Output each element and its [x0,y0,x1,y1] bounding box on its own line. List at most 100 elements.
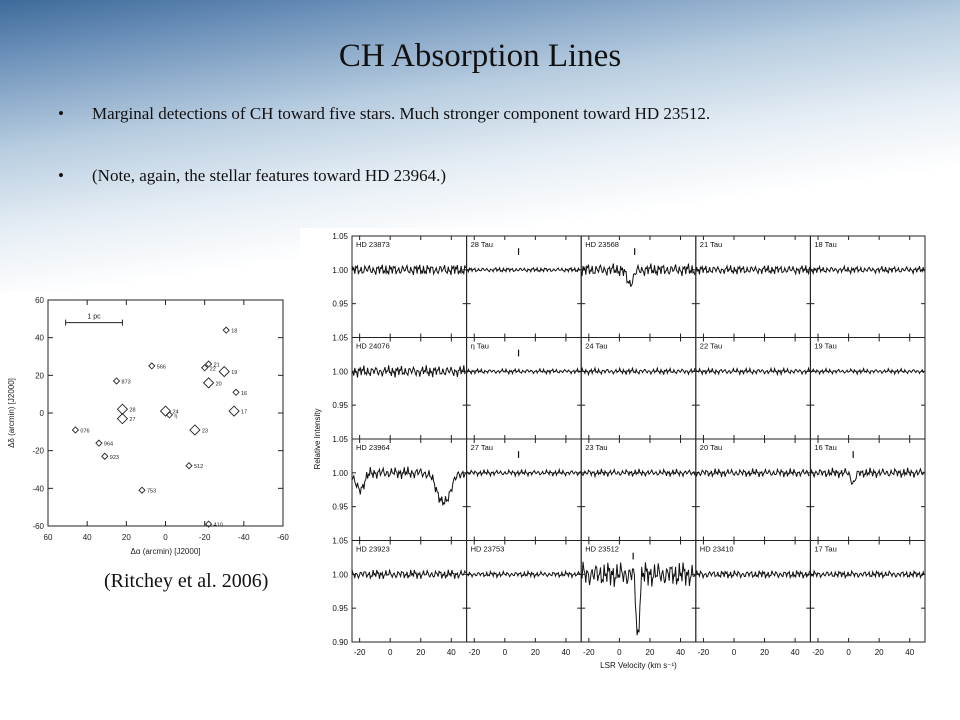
spectrum-x-tick-label: 20 [760,648,769,657]
star-label: 22 [210,366,216,372]
spectrum-line [695,467,810,479]
star-marker [148,362,156,370]
spectrum-x-tick-label: -20 [812,648,824,657]
star-label: 512 [194,464,203,470]
spectrum-line [695,366,810,377]
map-y-tick-label: -40 [32,484,44,493]
bullet-item-2: • (Note, again, the stellar features towa… [58,166,446,186]
star-name-label: HD 23568 [585,240,619,249]
spectrum-panel [809,540,926,643]
spectrum-line [580,366,696,377]
star-marker [222,326,230,334]
spectrum-x-tick-label: 0 [388,648,393,657]
map-x-tick-label: 60 [44,533,53,542]
spectrum-y-tick-label: 1.00 [332,367,348,376]
star-name-label: 23 Tau [585,443,607,452]
map-background [0,292,300,562]
star-label: 17 [241,410,247,416]
star-label: 076 [80,428,89,434]
map-y-tick-label: 0 [40,409,45,418]
star-marker [116,413,129,425]
star-name-label: 28 Tau [471,240,493,249]
star-marker [159,405,172,417]
star-name-label: HD 23873 [356,240,390,249]
star-label: 28 [129,408,135,414]
map-y-axis-label: Δδ (arcmin) [J2000] [7,378,16,448]
star-marker [202,377,215,389]
star-label: 24 [173,410,179,416]
map-x-tick-label: -40 [238,533,250,542]
figure-citation: (Ritchey et al. 2006) [104,570,269,592]
star-label: η [174,413,177,419]
bullet-text-2: (Note, again, the stellar features towar… [92,166,447,185]
spectrum-x-tick-label: -20 [354,648,366,657]
spectrum-line [809,569,925,580]
ch-spectra-grid: HD 23873 28 Tau HD 23568 21 Tau 18 Tau HD 240… [300,228,930,686]
map-x-tick-label: -20 [199,533,211,542]
star-name-label: 22 Tau [700,342,722,351]
spectrum-x-tick-label: 40 [447,648,456,657]
spectrum-line [695,569,810,580]
star-label: 21 [214,363,220,369]
map-y-tick-label: 40 [35,334,44,343]
spectrum-line [351,568,467,580]
star-label: 566 [157,364,166,370]
star-name-label: HD 23512 [585,545,619,554]
spectrum-line [351,365,467,378]
star-name-label: η Tau [471,342,489,351]
star-marker [112,377,121,385]
spectrum-line [351,263,467,276]
spectrum-x-tick-label: 0 [732,648,737,657]
spectrum-line [466,569,581,580]
bullet-item-1: • Marginal detections of CH toward five s… [58,104,710,124]
spectrum-y-tick-label: 0.90 [332,638,348,647]
spectrum-x-tick-label: 40 [905,648,914,657]
spectrum-x-tick-label: 40 [676,648,685,657]
slide-title: CH Absorption Lines [338,38,622,74]
star-name-label: 20 Tau [700,443,722,452]
spectrum-x-tick-label: 20 [875,648,884,657]
spectrum-x-tick-label: 0 [503,648,508,657]
star-name-label: HD 23964 [356,443,390,452]
star-name-label: HD 23410 [700,545,734,554]
star-marker [165,411,174,419]
bullet-symbol: • [58,104,64,123]
map-x-axis-label: Δα (arcmin) [J2000] [131,547,201,556]
star-marker [204,520,213,528]
spectrum-y-tick-label: 1.05 [332,232,348,241]
star-name-label: 18 Tau [814,240,836,249]
star-label: 19 [231,370,237,376]
star-name-label: 16 Tau [814,443,836,452]
star-label: 923 [110,455,119,461]
spectrum-x-tick-label: 0 [846,648,851,657]
star-name-label: 19 Tau [814,342,836,351]
map-y-tick-label: 60 [35,296,44,305]
spectrum-x-tick-label: 0 [617,648,622,657]
spectrum-line [580,561,696,636]
spectrum-y-tick-label: 0.95 [332,401,348,410]
spectrum-y-tick-label: 1.00 [332,570,348,579]
spectrum-x-tick-label: 20 [531,648,540,657]
spectrum-x-tick-label: -20 [698,648,710,657]
star-marker [232,388,240,396]
spectrum-line [809,264,925,276]
star-name-label: 24 Tau [585,342,607,351]
bullet-symbol: • [58,166,64,185]
star-name-label: HD 24076 [356,342,390,351]
star-marker [95,439,103,447]
star-label: 753 [147,489,156,495]
spectrum-y-tick-label: 0.95 [332,300,348,309]
spectrum-y-tick-label: 1.05 [332,334,348,343]
spectrum-x-tick-label: 40 [561,648,570,657]
star-label: 27 [129,417,135,423]
star-marker [138,486,146,494]
map-y-tick-label: -60 [32,522,44,531]
spectrum-line [466,266,581,274]
star-marker [204,360,213,368]
star-name-label: 27 Tau [471,443,493,452]
spectrum-y-tick-label: 1.00 [332,266,348,275]
map-y-tick-label: -20 [32,447,44,456]
star-marker [101,452,109,460]
star-name-label: HD 23923 [356,545,390,554]
spectrum-x-tick-label: -20 [583,648,595,657]
